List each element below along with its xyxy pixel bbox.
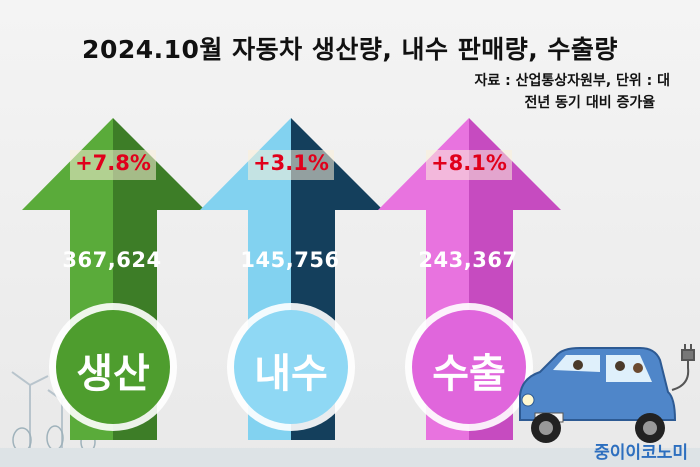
change-domestic: +3.1% bbox=[253, 151, 329, 175]
pct-box-production bbox=[70, 150, 156, 180]
ground bbox=[0, 448, 700, 467]
change-production: +7.8% bbox=[75, 151, 151, 175]
source-line: 자료 : 산업통상자원부, 단위 : 대 bbox=[474, 73, 670, 89]
label-production: 생산 bbox=[76, 351, 150, 397]
value-domestic: 145,756 bbox=[240, 248, 340, 272]
pct-box-export bbox=[426, 150, 512, 180]
label-export: 수출 bbox=[432, 351, 506, 397]
source-note: 자료 : 산업통상자원부, 단위 : 대 전년 동기 대비 증가율 bbox=[475, 70, 670, 114]
comparison-note: 전년 동기 대비 증가율 bbox=[524, 95, 656, 111]
page-title: 2024.10월 자동차 생산량, 내수 판매량, 수출량 bbox=[82, 35, 618, 64]
value-export: 243,367 bbox=[418, 248, 518, 272]
change-export: +8.1% bbox=[431, 151, 507, 175]
charging-plug-icon bbox=[671, 344, 695, 391]
pct-box-domestic bbox=[248, 150, 334, 180]
label-domestic: 내수 bbox=[254, 351, 328, 397]
arrow-production bbox=[22, 118, 205, 440]
arrow-domestic bbox=[200, 118, 383, 440]
value-production: 367,624 bbox=[62, 248, 162, 272]
brand-logo: 중이이코노미 bbox=[594, 443, 688, 463]
arrow-export bbox=[378, 118, 561, 440]
electric-car-icon bbox=[519, 347, 677, 443]
